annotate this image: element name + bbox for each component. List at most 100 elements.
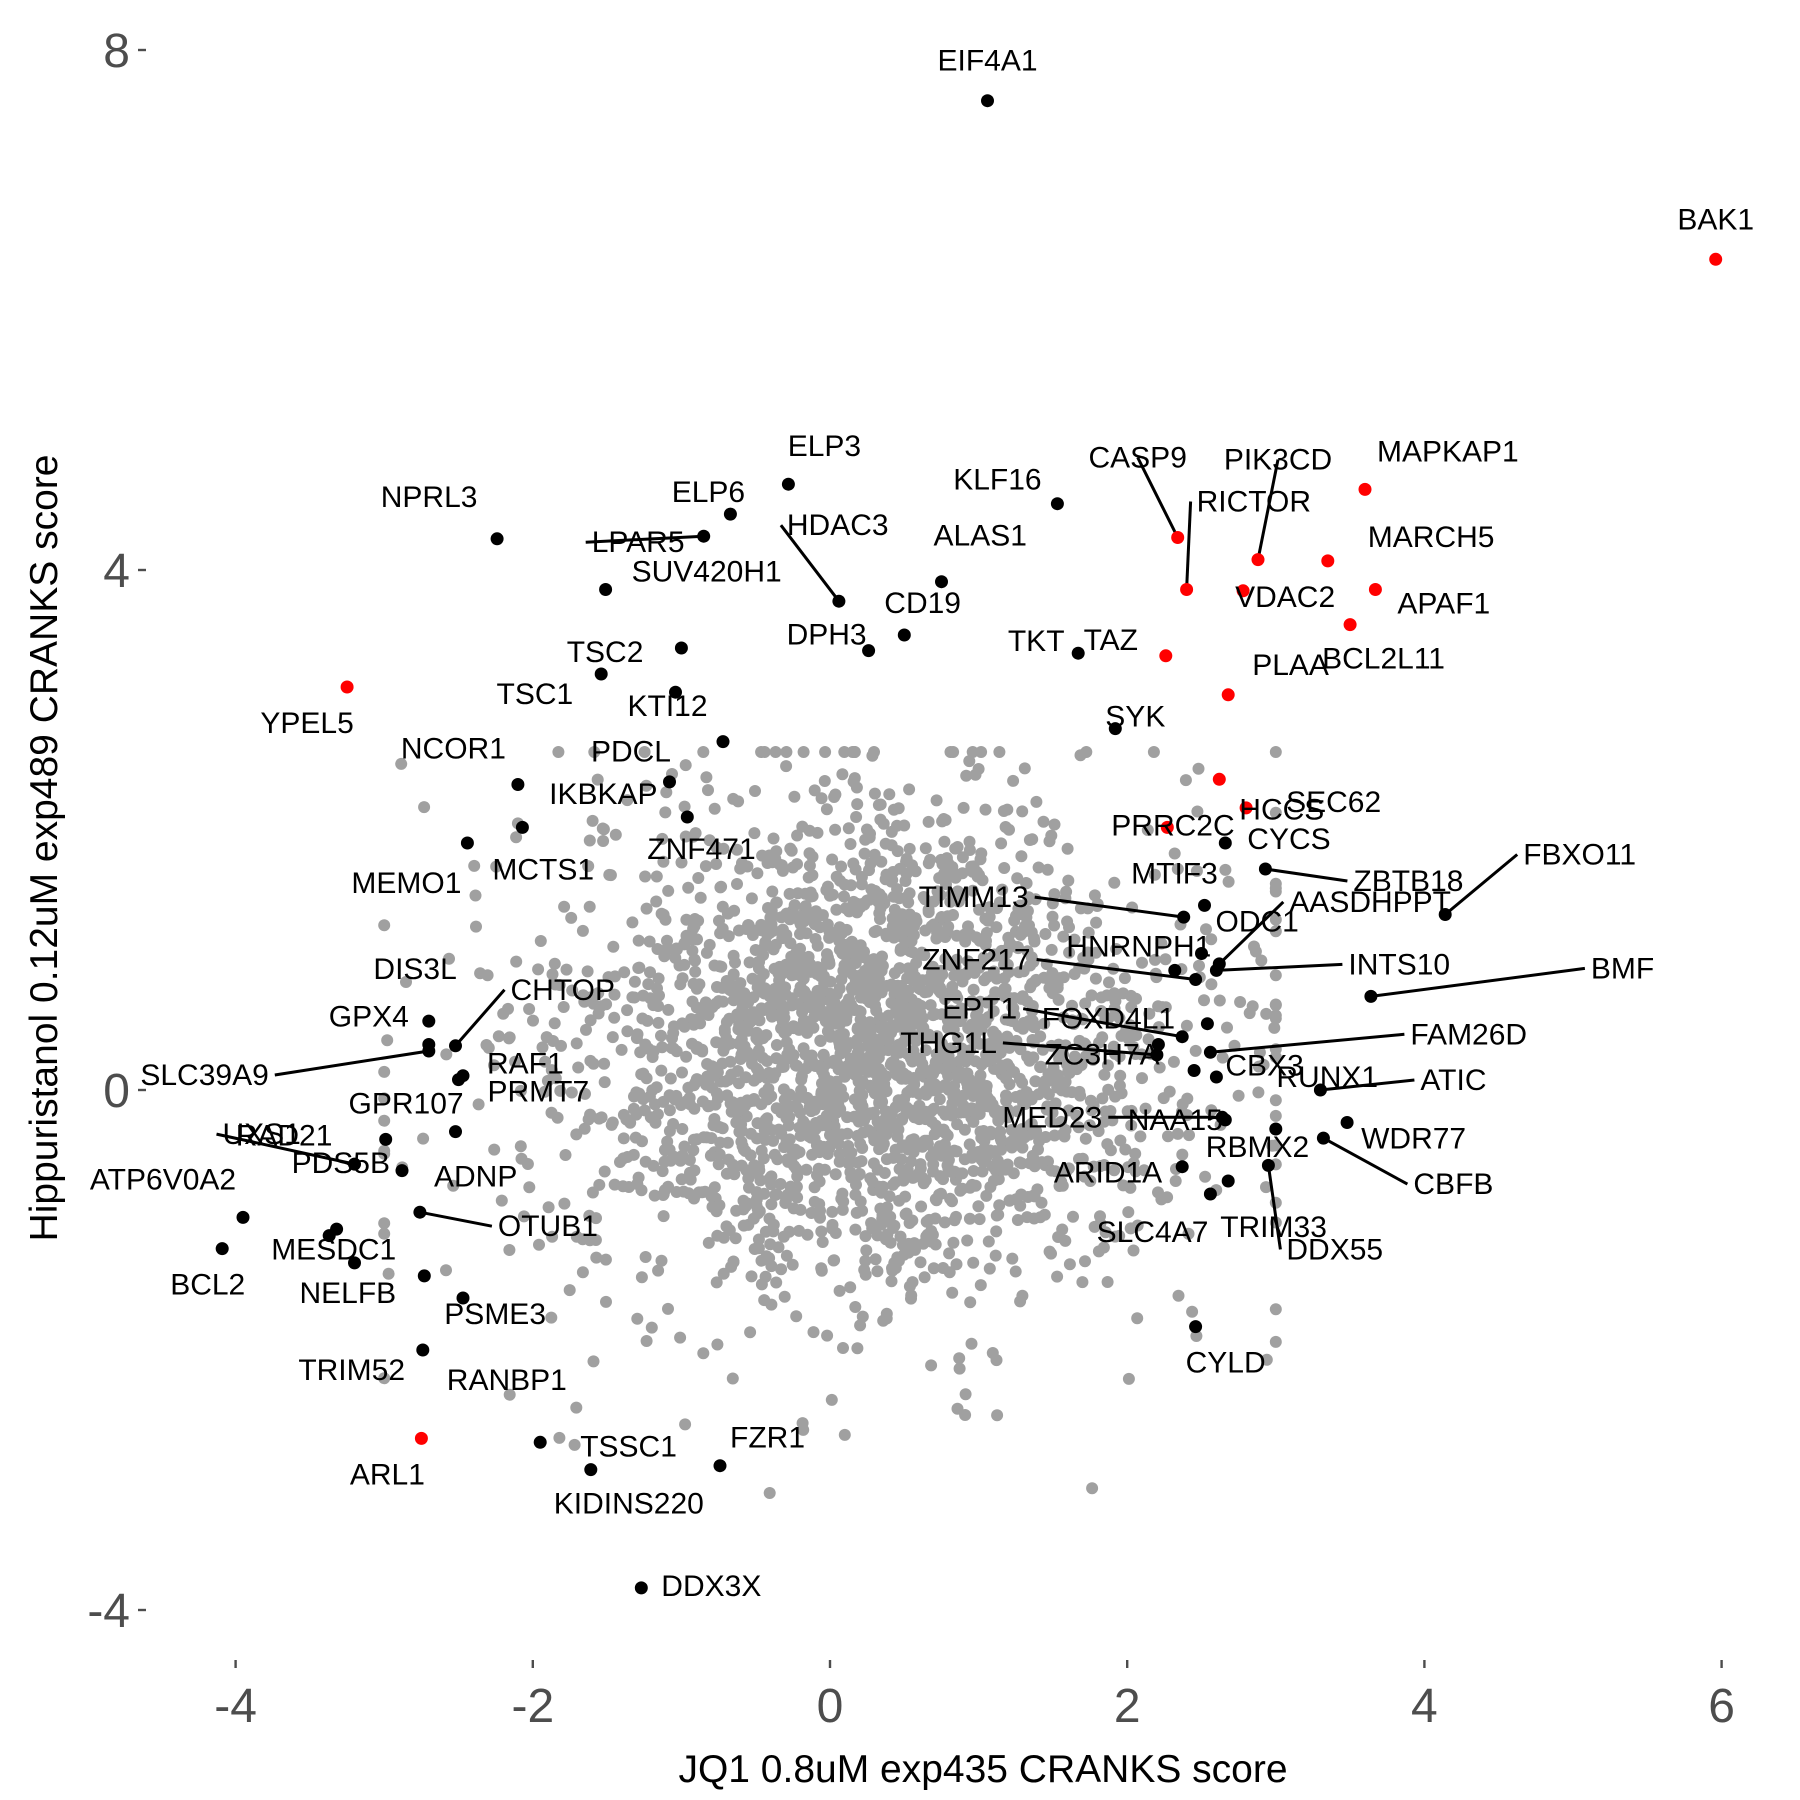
background-point <box>860 1028 873 1041</box>
background-point <box>945 959 958 972</box>
background-point <box>988 1174 1000 1187</box>
background-point <box>652 1016 665 1029</box>
background-point <box>978 974 991 987</box>
gene-point <box>1209 963 1223 977</box>
background-point <box>1155 1193 1168 1206</box>
gene-label: ARL1 <box>350 1458 425 1491</box>
background-point <box>821 948 833 961</box>
background-point <box>680 929 693 942</box>
gene-label: CASP9 <box>1089 442 1187 475</box>
background-point <box>828 1254 841 1267</box>
background-point <box>1139 1102 1152 1115</box>
background-point <box>1094 1217 1107 1230</box>
background-point <box>759 1114 772 1127</box>
background-point <box>1192 762 1205 775</box>
background-point <box>1260 1007 1273 1020</box>
background-point <box>1035 1196 1048 1209</box>
background-point <box>934 889 947 901</box>
background-point <box>944 1192 957 1205</box>
background-point <box>942 1022 954 1035</box>
background-point <box>1024 959 1037 972</box>
background-point <box>783 1225 796 1238</box>
background-point <box>1125 1119 1138 1132</box>
background-point <box>801 911 814 924</box>
background-point <box>621 1151 634 1163</box>
background-point <box>989 1249 1002 1262</box>
highlighted-points <box>215 94 1723 1595</box>
background-point <box>990 1209 1003 1222</box>
background-point <box>1269 1303 1282 1316</box>
background-point <box>758 746 771 758</box>
background-point <box>560 963 573 976</box>
y-tick-label: 4 <box>103 545 130 598</box>
background-point <box>964 1296 977 1309</box>
background-point <box>583 900 596 913</box>
background-point <box>833 1155 846 1168</box>
background-point <box>767 1225 780 1238</box>
background-point <box>905 1155 917 1168</box>
gene-point <box>781 477 795 491</box>
background-point <box>675 1173 688 1186</box>
background-point <box>570 1401 583 1414</box>
background-point <box>790 1310 803 1323</box>
background-point <box>756 1051 769 1064</box>
background-point <box>762 902 774 914</box>
background-point <box>568 1438 581 1451</box>
background-point <box>708 802 721 815</box>
background-point <box>618 966 631 979</box>
gene-label: RANBP1 <box>447 1364 567 1397</box>
background-point <box>948 1214 961 1227</box>
gene-label: DPH3 <box>787 619 867 652</box>
background-point <box>1101 1059 1114 1072</box>
background-point <box>987 1005 1000 1018</box>
background-point <box>644 966 656 979</box>
background-point <box>903 1280 916 1293</box>
gene-label: ODC1 <box>1216 906 1299 939</box>
gene-label: ZNF471 <box>647 833 755 866</box>
background-point <box>731 987 744 1000</box>
gene-label: NELFB <box>300 1277 397 1310</box>
gene-label: KIDINS220 <box>554 1488 704 1521</box>
background-point <box>785 969 798 982</box>
background-point <box>570 1037 583 1050</box>
background-point <box>963 1212 976 1225</box>
background-point <box>689 965 702 978</box>
background-point <box>799 900 812 913</box>
background-point <box>1104 1105 1117 1117</box>
background-point <box>1118 972 1131 985</box>
background-point <box>776 923 789 936</box>
background-point <box>937 1173 949 1186</box>
background-point <box>926 960 939 973</box>
background-point <box>742 996 755 1009</box>
background-point <box>503 1244 516 1256</box>
background-point <box>539 1055 552 1068</box>
background-point <box>1004 992 1017 1005</box>
background-point <box>833 943 846 956</box>
background-point <box>890 1100 903 1113</box>
background-point <box>378 1372 391 1385</box>
background-point <box>768 962 781 975</box>
background-point <box>588 746 601 758</box>
background-point <box>837 1342 849 1354</box>
background-point <box>1221 1021 1233 1034</box>
background-point <box>769 746 782 758</box>
gene-point <box>1239 801 1253 815</box>
gene-label: MARCH5 <box>1368 521 1495 554</box>
background-point <box>815 1225 828 1238</box>
background-point <box>775 1127 788 1140</box>
background-point <box>1067 1210 1079 1223</box>
background-point <box>1179 774 1192 787</box>
background-point <box>906 921 919 934</box>
background-point <box>946 1166 959 1179</box>
background-point <box>712 995 725 1008</box>
gene-point <box>1150 1048 1164 1062</box>
background-point <box>946 1286 959 1299</box>
leader-line <box>1320 1078 1415 1092</box>
background-point <box>794 1203 807 1216</box>
background-point <box>1014 1295 1027 1308</box>
background-point <box>893 962 906 975</box>
background-point <box>744 1127 757 1140</box>
background-point <box>868 1050 881 1063</box>
background-point <box>598 1165 611 1178</box>
background-point <box>1007 774 1020 787</box>
